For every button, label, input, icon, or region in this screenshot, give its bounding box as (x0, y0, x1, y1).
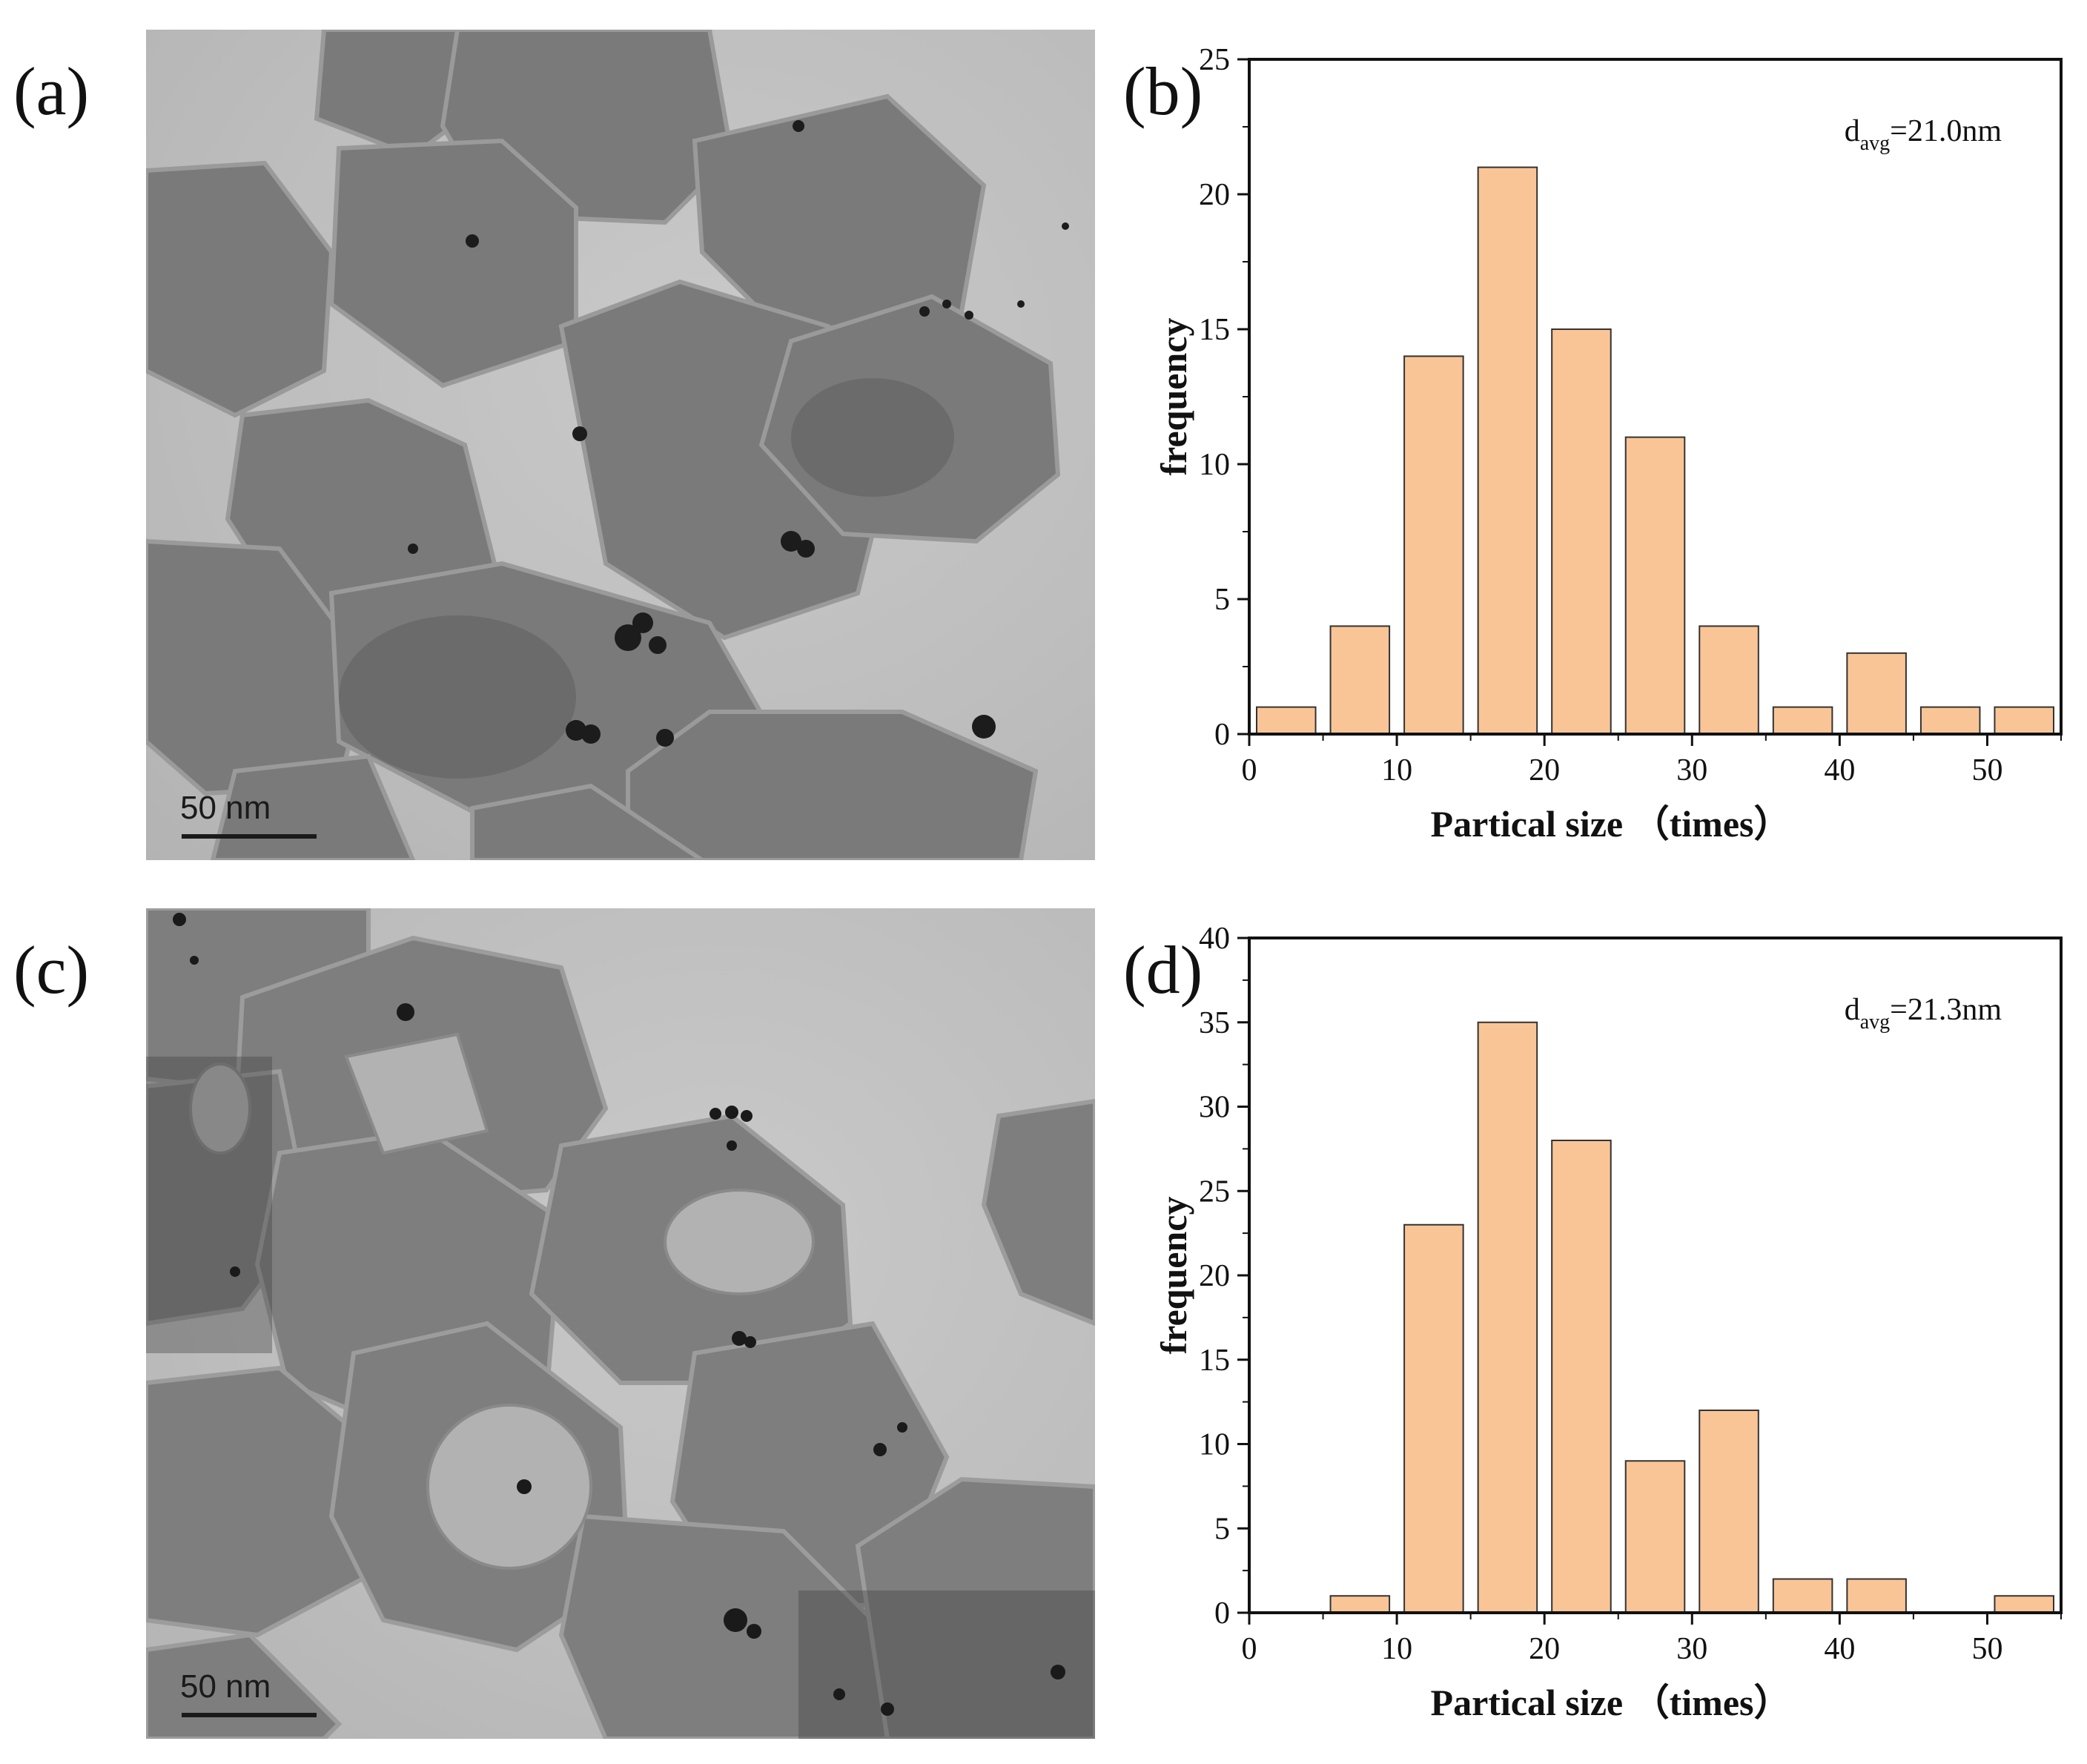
histogram-bar (1919, 706, 1981, 735)
panel-label-b: (b) (1123, 53, 1203, 129)
histogram-bar (1329, 625, 1391, 736)
histogram-bar (1994, 706, 2055, 735)
histogram-bar (1846, 652, 1907, 735)
y-tick-label: 0 (1214, 718, 1230, 752)
y-tick-label: 35 (1199, 1006, 1230, 1040)
x-tick-label: 30 (1676, 753, 1707, 787)
histogram-bar (1994, 1595, 2055, 1613)
histogram-bar (1699, 1410, 1759, 1613)
panel-label-a: (a) (13, 53, 90, 129)
y-tick-label: 5 (1214, 1512, 1230, 1546)
histogram-bar (1477, 166, 1538, 736)
x-tick-label: 20 (1529, 753, 1560, 787)
x-tick-label: 0 (1242, 1632, 1257, 1666)
y-tick-label: 15 (1199, 313, 1230, 347)
x-tick-label: 40 (1824, 753, 1855, 787)
x-tick-label: 10 (1381, 1632, 1412, 1666)
average-size-annotation: davg=21.0nm (1845, 114, 2002, 155)
y-tick-label: 10 (1199, 448, 1230, 482)
y-tick-label: 20 (1199, 1259, 1230, 1293)
histogram-d: 0 5 10 15 20 25 30 35 40 0 10 20 30 40 50 Partical size… (1153, 922, 2063, 1723)
chart-b: 0 5 10 15 20 25 0 10 20 30 40 50 Partical size （time… (1127, 30, 2076, 868)
x-axis-label: Partical size （times） (1431, 803, 1791, 845)
y-tick-label: 15 (1199, 1344, 1230, 1378)
histogram-bar (1551, 328, 1612, 735)
histogram-bar (1624, 436, 1686, 735)
histogram-b: 0 5 10 15 20 25 0 10 20 30 40 50 Partical size （time… (1153, 43, 2063, 845)
y-tick-label: 20 (1199, 178, 1230, 212)
tem-particles-a (146, 30, 1069, 860)
scale-bar-c (182, 1713, 317, 1717)
histogram-bar (1329, 1595, 1391, 1613)
histogram-bar (1772, 1578, 1833, 1613)
tem-image-a: 50 nm (146, 30, 1095, 860)
x-tick-label: 30 (1676, 1632, 1707, 1666)
y-axis-label: frequency (1153, 1197, 1194, 1355)
y-tick-label: 40 (1199, 922, 1230, 956)
y-tick-label: 25 (1199, 1175, 1230, 1209)
histogram-bar (1477, 1021, 1538, 1613)
scale-bar-label-a: 50 nm (180, 790, 271, 826)
y-axis-label: frequency (1153, 318, 1194, 476)
x-tick-label: 10 (1381, 753, 1412, 787)
x-tick-label: 0 (1242, 753, 1257, 787)
x-tick-label: 50 (1971, 753, 2002, 787)
histogram-bar (1256, 706, 1317, 735)
tem-image-c: 50 nm (146, 908, 1095, 1739)
histogram-bar (1551, 1140, 1612, 1613)
scale-bar-a (182, 834, 317, 839)
y-tick-label: 25 (1199, 43, 1230, 77)
x-tick-label: 50 (1971, 1632, 2002, 1666)
x-tick-label: 20 (1529, 1632, 1560, 1666)
average-size-annotation: davg=21.3nm (1845, 993, 2002, 1034)
x-axis-label: Partical size （times） (1431, 1682, 1791, 1723)
histogram-bar (1846, 1578, 1907, 1613)
histogram-bar (1772, 706, 1833, 735)
histogram-bar (1403, 355, 1464, 735)
panel-label-c: (c) (13, 932, 90, 1008)
x-tick-label: 40 (1824, 1632, 1855, 1666)
y-tick-label: 0 (1214, 1596, 1230, 1631)
y-tick-label: 10 (1199, 1428, 1230, 1462)
chart-d: 0 5 10 15 20 25 30 35 40 0 10 20 30 40 50 Partical size… (1127, 908, 2076, 1746)
histogram-bar (1403, 1223, 1464, 1613)
histogram-bar (1624, 1460, 1686, 1613)
histogram-bar (1699, 625, 1759, 736)
tem-particles-c (146, 908, 1095, 1739)
panel-label-d: (d) (1123, 932, 1203, 1008)
scale-bar-label-c: 50 nm (180, 1668, 271, 1705)
y-tick-label: 30 (1199, 1091, 1230, 1125)
y-tick-label: 5 (1214, 583, 1230, 617)
